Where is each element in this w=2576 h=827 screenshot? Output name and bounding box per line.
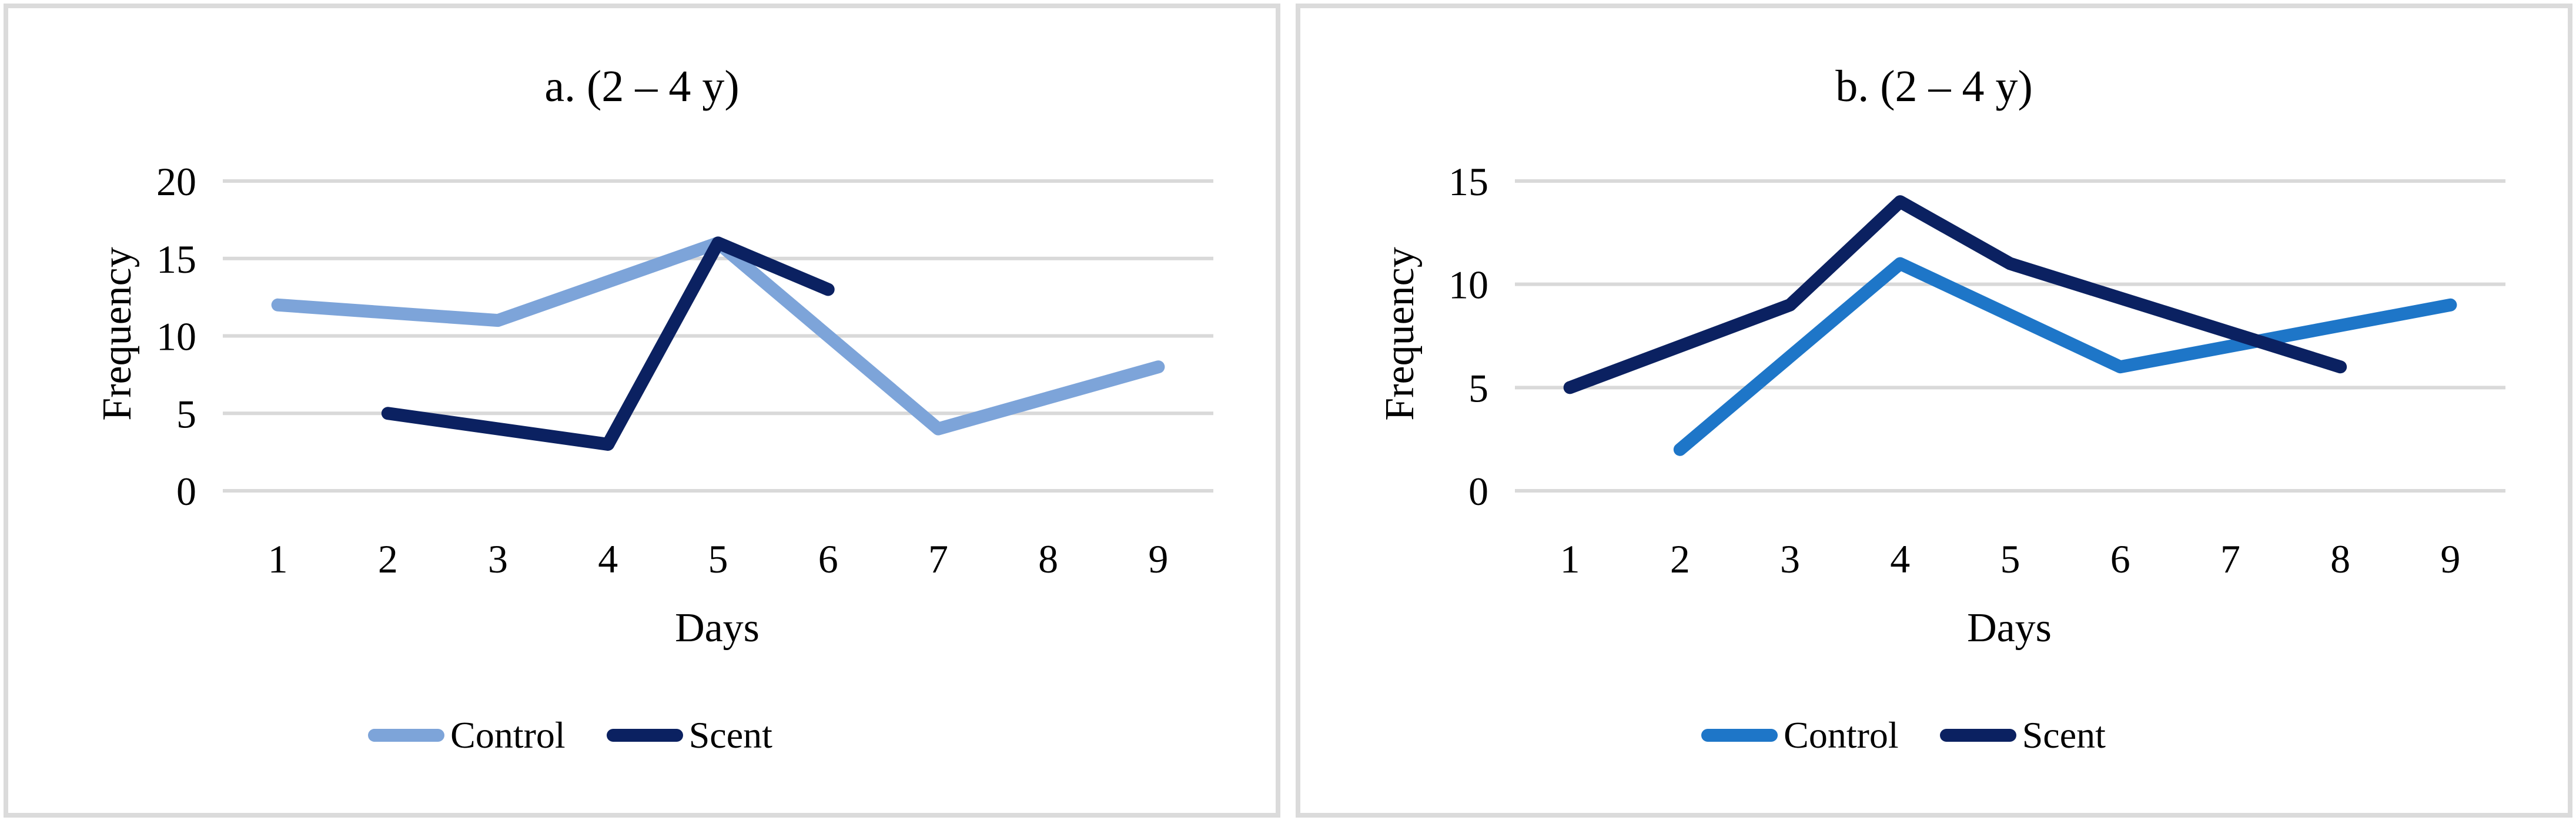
svg-text:10: 10 (1448, 263, 1488, 307)
chart-panel-b: b. (2 – 4 y) Frequency 0 5 10 15 1 2 3 4 5 6 7 8 9 D… (1296, 4, 2572, 818)
chart-b-plot-area: 0 5 10 15 1 2 3 4 5 6 7 8 9 (1448, 159, 2505, 581)
chart-b-title: b. (2 – 4 y) (1835, 62, 2033, 111)
y-axis-tick-labels: 0 5 10 15 (1448, 159, 1488, 514)
x-axis-tick-labels: 1 2 3 4 5 6 7 8 9 (268, 537, 1169, 581)
svg-text:2: 2 (1670, 537, 1690, 581)
svg-text:0: 0 (1468, 469, 1488, 514)
chart-a-x-axis-label: Days (675, 605, 760, 651)
chart-a-plot-area: 0 5 10 15 20 1 2 3 4 5 6 7 8 9 (156, 159, 1213, 581)
svg-text:0: 0 (176, 469, 196, 514)
svg-text:3: 3 (1780, 537, 1800, 581)
svg-text:3: 3 (488, 537, 508, 581)
svg-text:5: 5 (708, 537, 728, 581)
legend-item-scent: Scent (606, 714, 772, 756)
legend-item-control: Control (1701, 716, 1899, 754)
legend-label-scent: Scent (688, 714, 772, 756)
svg-text:15: 15 (1448, 159, 1488, 204)
svg-text:5: 5 (1468, 366, 1488, 410)
chart-b-x-axis-label: Days (1967, 605, 2052, 651)
control-line-swatch (368, 729, 445, 742)
chart-a-legend: Control Scent (73, 716, 1068, 754)
svg-text:6: 6 (818, 537, 838, 581)
chart-panel-a: a. (2 – 4 y) Frequency 0 5 10 15 20 1 2 3 4 5 6 7 8 9… (4, 4, 1280, 818)
svg-text:20: 20 (156, 159, 196, 204)
svg-text:7: 7 (928, 537, 948, 581)
svg-text:1: 1 (1560, 537, 1580, 581)
svg-text:15: 15 (156, 237, 196, 282)
control-series-line (1673, 257, 2457, 456)
control-line-swatch (1701, 729, 1778, 742)
legend-item-scent: Scent (1939, 714, 2106, 756)
svg-text:9: 9 (2440, 537, 2460, 581)
svg-text:5: 5 (2000, 537, 2020, 581)
svg-text:2: 2 (378, 537, 398, 581)
y-axis-tick-labels: 0 5 10 15 20 (156, 159, 196, 514)
chart-b-legend: Control Scent (1406, 716, 2401, 754)
svg-text:6: 6 (2110, 537, 2130, 581)
svg-text:4: 4 (598, 537, 618, 581)
legend-label-control: Control (1784, 714, 1899, 756)
legend-item-control: Control (368, 716, 566, 754)
svg-text:4: 4 (1890, 537, 1910, 581)
scent-line-swatch (1939, 729, 2016, 742)
gridlines (1515, 179, 2505, 493)
svg-text:8: 8 (1038, 537, 1058, 581)
svg-text:9: 9 (1148, 537, 1168, 581)
gridlines (223, 179, 1213, 493)
chart-a-title: a. (2 – 4 y) (544, 62, 740, 111)
svg-text:5: 5 (176, 391, 196, 436)
scent-series-line (381, 236, 835, 451)
svg-text:7: 7 (2220, 537, 2240, 581)
x-axis-tick-labels: 1 2 3 4 5 6 7 8 9 (1560, 537, 2461, 581)
scent-series-line (1563, 195, 2347, 394)
svg-text:10: 10 (156, 314, 196, 359)
scent-line-swatch (606, 729, 683, 742)
svg-text:1: 1 (268, 537, 288, 581)
svg-text:8: 8 (2330, 537, 2350, 581)
legend-label-scent: Scent (2022, 714, 2106, 756)
legend-label-control: Control (450, 714, 566, 756)
